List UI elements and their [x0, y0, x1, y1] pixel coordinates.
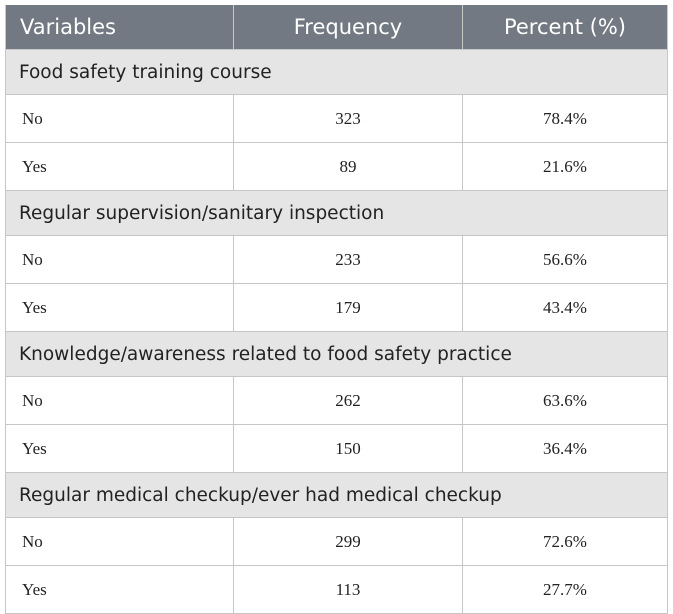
row-frequency: 179 — [233, 283, 463, 332]
header-row: Variables Frequency Percent (%) — [5, 5, 668, 50]
row-percent: 63.6% — [462, 376, 668, 425]
header-variables: Variables — [5, 5, 234, 50]
section-title: Regular supervision/sanitary inspection — [5, 190, 668, 236]
row-frequency: 299 — [233, 517, 463, 566]
row-frequency: 262 — [233, 376, 463, 425]
row-frequency: 89 — [233, 142, 463, 191]
table-row: No 262 63.6% — [5, 376, 668, 425]
row-percent: 78.4% — [462, 94, 668, 143]
row-label: No — [5, 94, 234, 143]
section-title: Knowledge/awareness related to food safe… — [5, 331, 668, 377]
row-label: No — [5, 376, 234, 425]
row-frequency: 233 — [233, 235, 463, 284]
header-percent: Percent (%) — [462, 5, 668, 50]
table-row: Yes 179 43.4% — [5, 283, 668, 332]
section-header-knowledge: Knowledge/awareness related to food safe… — [5, 331, 668, 377]
section-title: Regular medical checkup/ever had medical… — [5, 472, 668, 518]
row-label: Yes — [5, 142, 234, 191]
table-row: No 233 56.6% — [5, 235, 668, 284]
table-row: No 299 72.6% — [5, 517, 668, 566]
header-frequency: Frequency — [233, 5, 463, 50]
table-row: No 323 78.4% — [5, 94, 668, 143]
row-frequency: 113 — [233, 565, 463, 614]
data-table: Variables Frequency Percent (%) Food saf… — [5, 5, 668, 614]
row-percent: 72.6% — [462, 517, 668, 566]
table-row: Yes 89 21.6% — [5, 142, 668, 191]
section-header-medical: Regular medical checkup/ever had medical… — [5, 472, 668, 518]
row-label: No — [5, 517, 234, 566]
section-header-training: Food safety training course — [5, 49, 668, 95]
row-label: Yes — [5, 424, 234, 473]
row-percent: 43.4% — [462, 283, 668, 332]
section-header-supervision: Regular supervision/sanitary inspection — [5, 190, 668, 236]
table-row: Yes 113 27.7% — [5, 565, 668, 614]
table-row: Yes 150 36.4% — [5, 424, 668, 473]
section-title: Food safety training course — [5, 49, 668, 95]
row-percent: 56.6% — [462, 235, 668, 284]
row-frequency: 323 — [233, 94, 463, 143]
row-percent: 36.4% — [462, 424, 668, 473]
row-label: Yes — [5, 565, 234, 614]
row-percent: 21.6% — [462, 142, 668, 191]
row-frequency: 150 — [233, 424, 463, 473]
row-label: Yes — [5, 283, 234, 332]
row-percent: 27.7% — [462, 565, 668, 614]
row-label: No — [5, 235, 234, 284]
